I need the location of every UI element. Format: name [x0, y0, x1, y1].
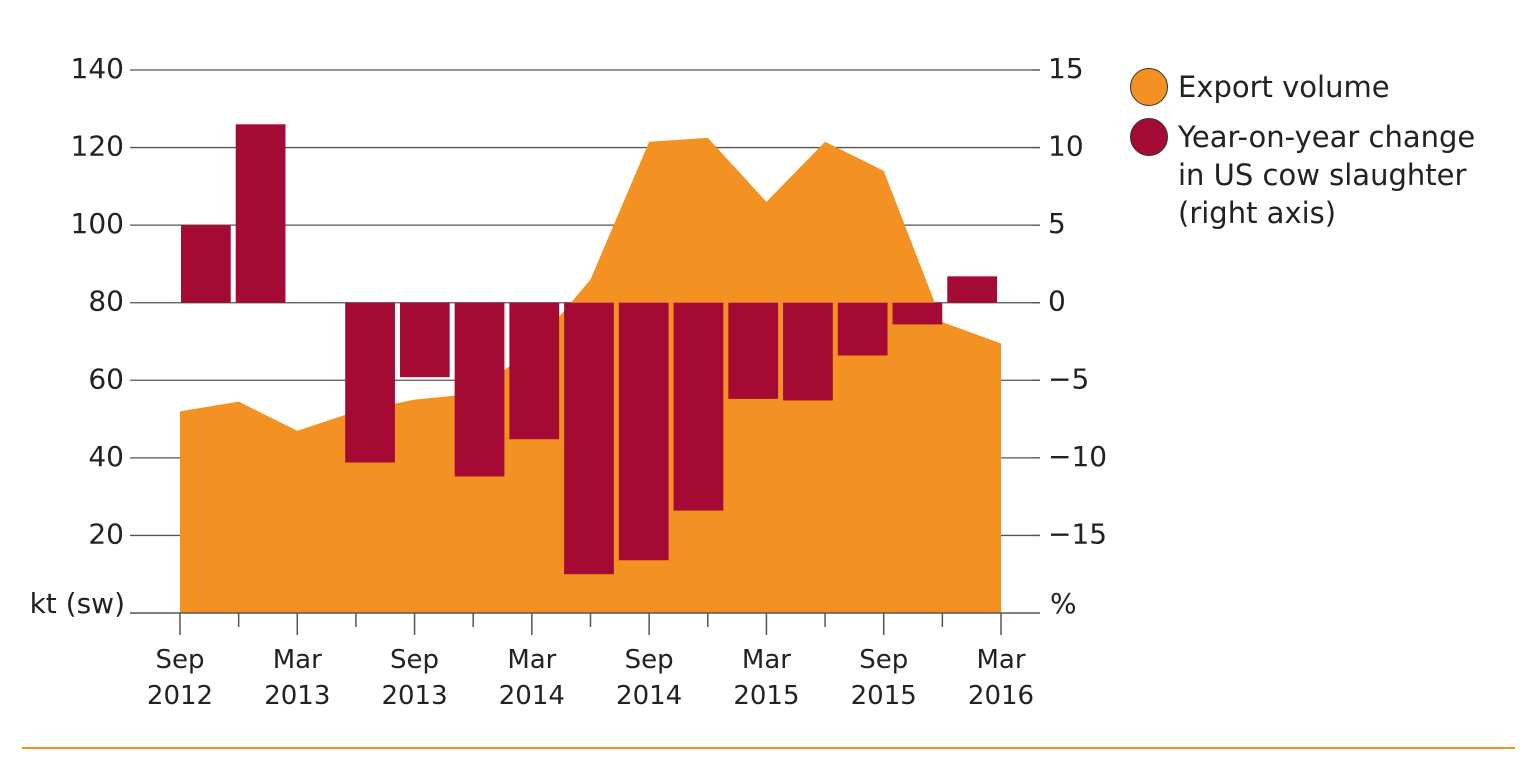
- bar: [181, 225, 231, 303]
- y-axis-label: kt (sw): [30, 587, 125, 620]
- y-tick-label: 100: [71, 207, 124, 240]
- y2-tick-label: −10: [1048, 440, 1107, 473]
- bar: [235, 124, 286, 303]
- bar: [345, 302, 395, 463]
- x-tick-label: Sep 2012: [146, 645, 214, 711]
- legend-label: Year-on-year change in US cow slaughter …: [1178, 120, 1476, 230]
- y-tick-label: 120: [71, 130, 124, 163]
- y2-tick-label: 10: [1048, 130, 1084, 163]
- bar: [673, 302, 724, 511]
- x-tick-label: Sep 2013: [381, 645, 448, 711]
- y-tick-label: 40: [88, 440, 124, 473]
- y2-tick-label: 5: [1048, 207, 1066, 240]
- bar: [837, 302, 888, 356]
- x-tick-label: Sep 2015: [850, 645, 917, 711]
- y2-tick-label: −15: [1048, 517, 1107, 550]
- x-tick-label: Mar 2015: [733, 645, 800, 711]
- y-tick-label: 140: [71, 52, 124, 85]
- legend-marker: [1130, 118, 1168, 156]
- x-tick-label: Mar 2013: [264, 645, 331, 711]
- y2-tick-label: 15: [1048, 52, 1084, 85]
- bar: [783, 302, 833, 401]
- x-tick-label: Sep 2014: [616, 645, 683, 711]
- y-tick-label: 60: [88, 362, 124, 395]
- y2-tick-label: −5: [1048, 362, 1089, 395]
- bar: [509, 302, 560, 440]
- bar: [564, 302, 614, 575]
- bar: [947, 276, 997, 303]
- x-tick-label: Mar 2014: [498, 645, 565, 711]
- legend-marker: [1130, 68, 1168, 106]
- y2-tick-label: 0: [1048, 285, 1066, 318]
- legend-label: Export volume: [1178, 70, 1390, 104]
- bar: [728, 302, 779, 399]
- bar: [454, 302, 505, 477]
- x-tick-label: Mar 2016: [967, 645, 1035, 711]
- bar: [618, 302, 669, 561]
- y-tick-label: 20: [88, 517, 124, 550]
- y-tick-label: 80: [88, 285, 124, 318]
- bar: [892, 302, 943, 325]
- y2-axis-label: %: [1050, 587, 1077, 620]
- bar: [399, 302, 450, 378]
